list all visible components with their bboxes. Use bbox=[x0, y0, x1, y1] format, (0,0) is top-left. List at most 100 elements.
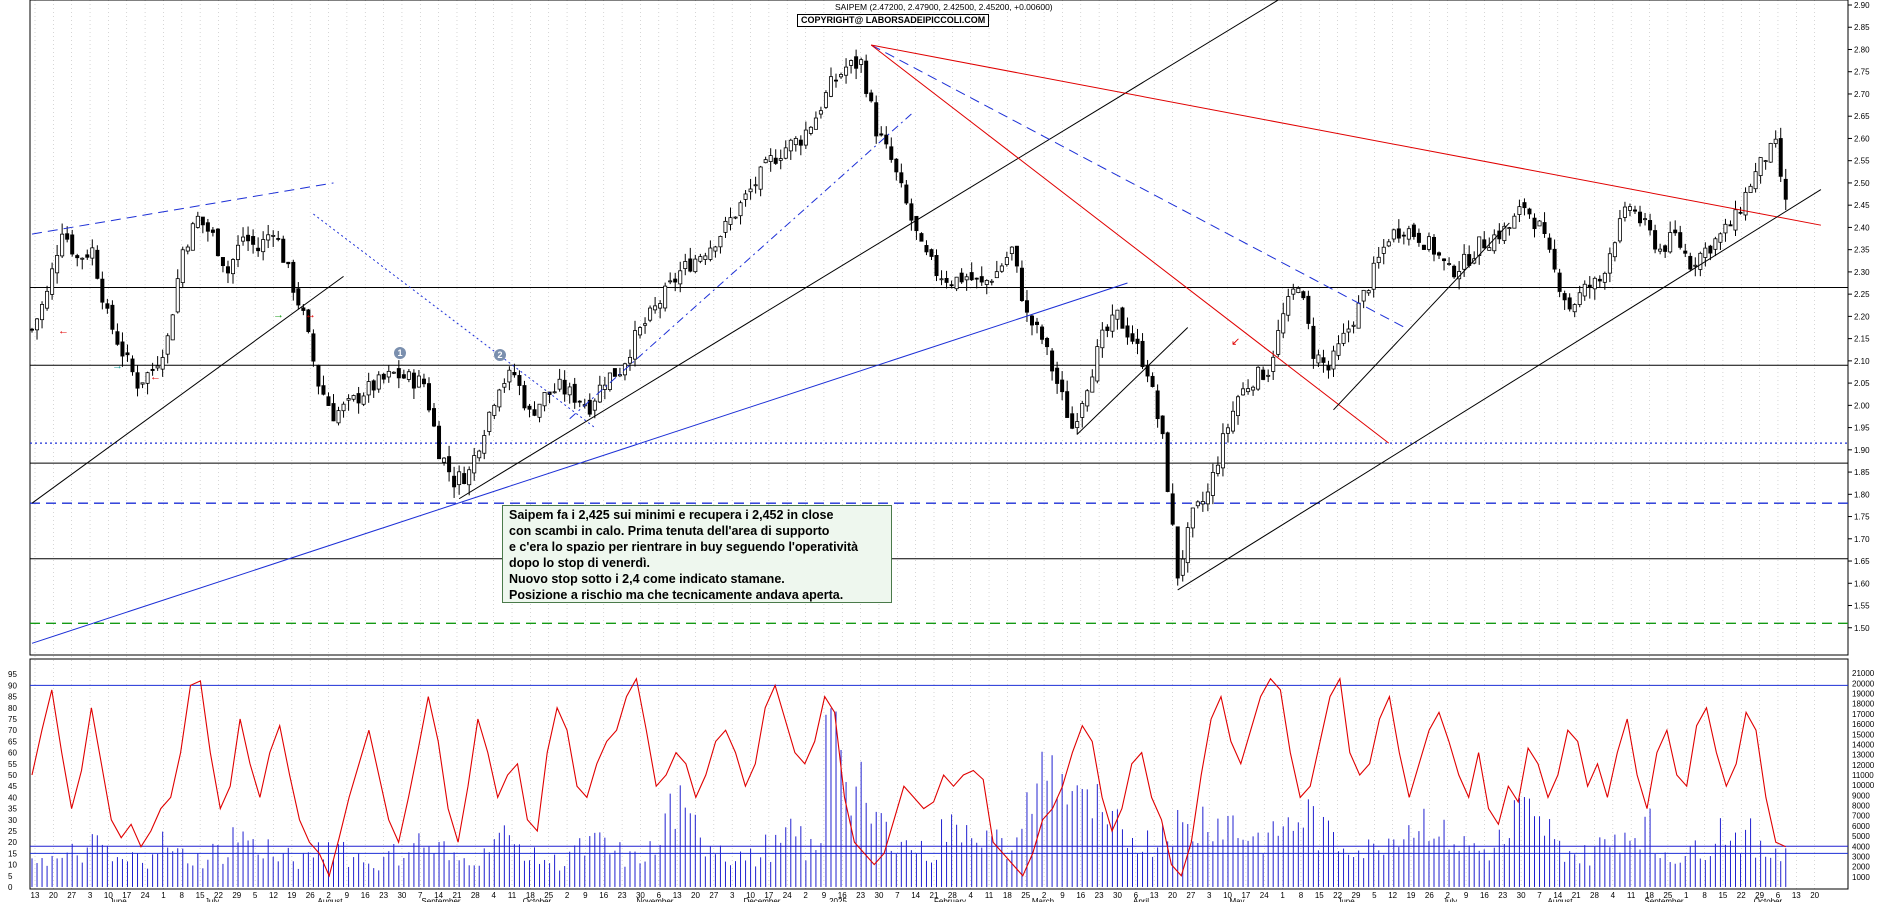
day-tick-label: 2 bbox=[1445, 891, 1450, 900]
volume-tick-label: 21000 bbox=[1852, 669, 1875, 678]
candle-body bbox=[130, 358, 135, 373]
trendline bbox=[569, 113, 912, 420]
candle-body bbox=[160, 357, 165, 370]
candle-body bbox=[1215, 464, 1220, 474]
candle-body bbox=[1758, 157, 1763, 176]
day-tick-label: 18 bbox=[1645, 891, 1654, 900]
sell-arrow-icon: ← bbox=[58, 325, 69, 337]
candle-body bbox=[617, 374, 622, 377]
candle-body bbox=[180, 249, 185, 284]
day-tick-label: 15 bbox=[1315, 891, 1324, 900]
day-tick-label: 29 bbox=[232, 891, 241, 900]
candle-body bbox=[1577, 292, 1582, 305]
candle-body bbox=[1592, 277, 1597, 290]
trendline bbox=[871, 44, 1822, 226]
candle-body bbox=[406, 371, 411, 380]
candle-body bbox=[944, 277, 949, 283]
day-tick-label: 16 bbox=[1480, 891, 1489, 900]
candle-body bbox=[70, 234, 75, 255]
month-label: October bbox=[523, 897, 552, 902]
candle-body bbox=[381, 373, 386, 380]
trendline bbox=[870, 44, 1390, 444]
candle-body bbox=[336, 410, 341, 424]
candle-body bbox=[462, 473, 467, 484]
candle-body bbox=[1331, 350, 1336, 370]
oscillator-tick-label: 35 bbox=[8, 805, 17, 814]
price-tick-label: 1.90 bbox=[1854, 446, 1870, 455]
day-tick-label: 27 bbox=[67, 891, 76, 900]
candle-body bbox=[1396, 228, 1401, 239]
month-label: June bbox=[109, 897, 127, 902]
volume-tick-label: 9000 bbox=[1852, 791, 1870, 800]
day-tick-label: 1 bbox=[161, 891, 166, 900]
candle-body bbox=[452, 475, 457, 488]
candle-body bbox=[909, 203, 914, 221]
candle-body bbox=[1567, 297, 1572, 310]
candle-body bbox=[1557, 272, 1562, 292]
day-tick-label: 21 bbox=[1572, 891, 1581, 900]
day-tick-label: 9 bbox=[583, 891, 588, 900]
candle-body bbox=[361, 395, 366, 405]
candle-body bbox=[723, 220, 728, 233]
day-tick-label: 4 bbox=[968, 891, 973, 900]
day-tick-label: 29 bbox=[1352, 891, 1361, 900]
candle-body bbox=[1381, 246, 1386, 254]
candle-body bbox=[276, 238, 281, 240]
candle-body bbox=[50, 268, 55, 295]
month-label: July bbox=[205, 897, 219, 902]
candle-body bbox=[110, 304, 115, 330]
candle-body bbox=[1678, 232, 1683, 248]
day-tick-label: 24 bbox=[141, 891, 150, 900]
candle-body bbox=[1512, 215, 1517, 229]
volume-tick-label: 16000 bbox=[1852, 720, 1875, 729]
candle-body bbox=[1688, 255, 1693, 270]
candle-body bbox=[778, 158, 783, 161]
candle-body bbox=[1035, 321, 1040, 325]
candle-body bbox=[497, 389, 502, 408]
buy-arrow-icon: → bbox=[273, 309, 284, 321]
candle-body bbox=[939, 278, 944, 281]
candle-body bbox=[1266, 374, 1271, 377]
candle-body bbox=[773, 157, 778, 164]
day-tick-label: 7 bbox=[418, 891, 423, 900]
candle-body bbox=[1562, 293, 1567, 301]
price-tick-label: 2.60 bbox=[1854, 134, 1870, 143]
day-tick-label: 23 bbox=[856, 891, 865, 900]
day-tick-label: 24 bbox=[1260, 891, 1269, 900]
oscillator-tick-label: 45 bbox=[8, 782, 17, 791]
candle-body bbox=[1225, 427, 1230, 434]
day-tick-label: 30 bbox=[1113, 891, 1122, 900]
candle-body bbox=[125, 352, 130, 356]
candle-body bbox=[1236, 396, 1241, 417]
day-tick-label: 27 bbox=[1186, 891, 1195, 900]
candle-body bbox=[386, 370, 391, 378]
day-tick-label: 14 bbox=[911, 891, 920, 900]
candle-body bbox=[1356, 302, 1361, 329]
candle-body bbox=[914, 215, 919, 232]
candle-body bbox=[512, 372, 517, 376]
oscillator-tick-label: 15 bbox=[8, 849, 17, 858]
day-tick-label: 13 bbox=[31, 891, 40, 900]
candle-body bbox=[612, 368, 617, 377]
day-tick-label: 23 bbox=[618, 891, 627, 900]
candle-body bbox=[633, 330, 638, 360]
axis-ticks: 1.50 1.55 1.60 1.65 1.70 1.75 1.80 1.85 1.90 1.95… bbox=[8, 1, 1875, 902]
candle-body bbox=[170, 314, 175, 341]
candle-body bbox=[1200, 501, 1205, 505]
price-tick-label: 2.40 bbox=[1854, 223, 1870, 232]
month-label: September bbox=[1644, 897, 1683, 902]
price-tick-label: 2.75 bbox=[1854, 68, 1870, 77]
volume-tick-label: 11000 bbox=[1852, 771, 1874, 780]
price-tick-label: 1.50 bbox=[1854, 624, 1870, 633]
candle-body bbox=[150, 368, 155, 371]
candle-body bbox=[728, 217, 733, 225]
candle-body bbox=[145, 372, 150, 384]
month-label: July bbox=[1443, 897, 1457, 902]
candle-body bbox=[663, 285, 668, 309]
volume-tick-label: 1000 bbox=[1852, 873, 1870, 882]
volume-tick-label: 18000 bbox=[1852, 700, 1875, 709]
candle-body bbox=[1351, 324, 1356, 327]
candle-body bbox=[1542, 222, 1547, 235]
candle-body bbox=[698, 256, 703, 262]
candle-body bbox=[1045, 337, 1050, 348]
